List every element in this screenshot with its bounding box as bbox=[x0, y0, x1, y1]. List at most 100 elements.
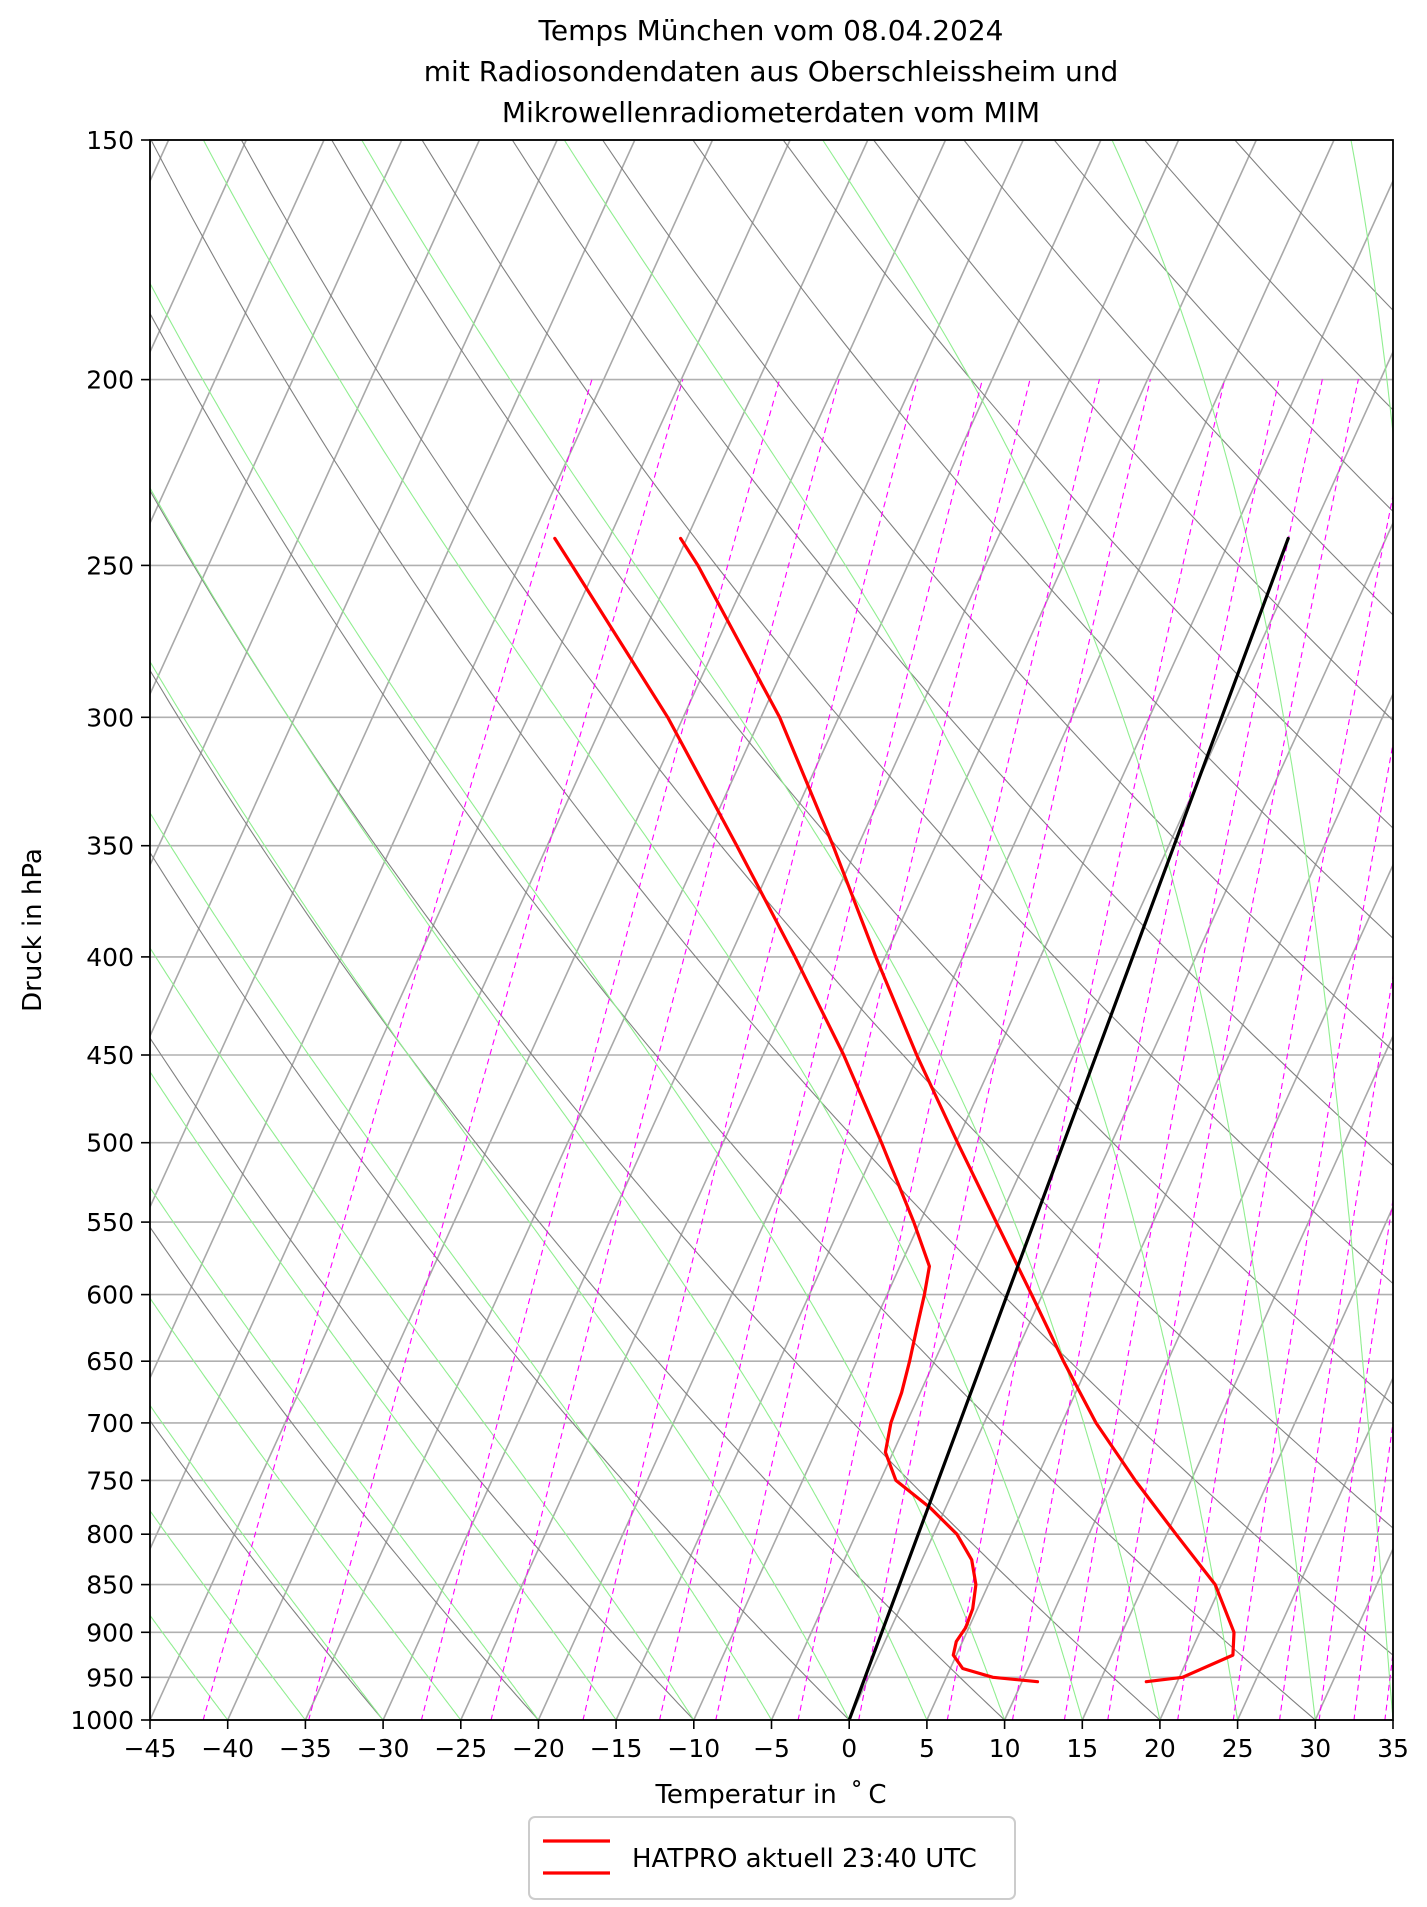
x-tick-label: 20 bbox=[1144, 1734, 1176, 1763]
y-tick-label: 900 bbox=[86, 1618, 134, 1647]
y-tick-label: 650 bbox=[86, 1347, 134, 1376]
x-tick-label: −20 bbox=[512, 1734, 565, 1763]
mixing-ratio-line bbox=[202, 379, 593, 1720]
moist-adiabat-line bbox=[150, 660, 850, 1720]
dry-adiabat-line bbox=[150, 140, 1393, 1656]
dry-adiabat-line bbox=[873, 140, 1393, 722]
y-tick-label: 850 bbox=[86, 1571, 134, 1600]
dry-adiabat-line bbox=[150, 1226, 539, 1720]
isotherm-line bbox=[150, 140, 714, 1380]
moist-adiabat-line bbox=[563, 140, 1239, 1720]
moist-adiabat-line bbox=[361, 140, 1161, 1720]
chart-title: Temps München vom 08.04.2024 mit Radioso… bbox=[424, 14, 1118, 129]
y-axis-label: Druck in hPa bbox=[18, 848, 48, 1012]
dry-adiabat-line bbox=[240, 140, 1393, 1529]
mixing-ratio-line bbox=[946, 379, 1226, 1720]
x-tick-label: 35 bbox=[1377, 1734, 1409, 1763]
mixing-ratio-line bbox=[490, 379, 840, 1720]
x-tick-label: −30 bbox=[357, 1734, 410, 1763]
isotherm-line bbox=[770, 350, 1393, 1720]
isotherm-line bbox=[150, 140, 325, 525]
mixing-ratio-line bbox=[308, 379, 684, 1720]
mixing-ratio-line bbox=[582, 379, 919, 1720]
y-tick-label: 1000 bbox=[70, 1706, 134, 1735]
mixing-ratio-line bbox=[1063, 379, 1323, 1720]
isotherm-line bbox=[615, 140, 1335, 1720]
isotherm-line bbox=[150, 140, 558, 1038]
x-axis: −45 −40 −35 −30 −25 −20 −15 −10 −5 0 5 10 15 20 25 30 35 bbox=[124, 1720, 1409, 1763]
title-line: Mikrowellenradiometerdaten vom MIM bbox=[502, 96, 1040, 129]
x-tick-label: −5 bbox=[753, 1734, 790, 1763]
isotherms bbox=[150, 140, 1393, 1720]
moist-adiabat-line bbox=[150, 811, 773, 1720]
mixing-ratio-line bbox=[1353, 1419, 1393, 1720]
legend-box bbox=[528, 1816, 1016, 1900]
isotherm-line bbox=[926, 692, 1393, 1720]
dry-adiabat-line bbox=[150, 1037, 695, 1720]
isotherm-line bbox=[150, 140, 791, 1551]
moist-adiabat-line bbox=[150, 1404, 384, 1720]
dry-adiabats bbox=[150, 140, 1393, 1720]
mixing-ratio-line bbox=[715, 379, 1031, 1720]
temperature-profile-line bbox=[679, 536, 1236, 1684]
mixing-ratio-line bbox=[1177, 492, 1393, 1720]
y-tick-label: 800 bbox=[86, 1520, 134, 1549]
mixing-ratio-line bbox=[659, 379, 983, 1720]
title-line: Temps München vom 08.04.2024 bbox=[538, 14, 1004, 47]
dry-adiabat-line bbox=[150, 851, 850, 1720]
x-tick-label: −10 bbox=[667, 1734, 720, 1763]
dry-adiabat-line bbox=[692, 140, 1393, 939]
mixing-ratio-line bbox=[1232, 741, 1393, 1720]
isotherm-line bbox=[150, 140, 481, 867]
dry-adiabat-line bbox=[150, 669, 1006, 1720]
moist-adiabat-line bbox=[150, 1509, 306, 1720]
x-tick-label: −45 bbox=[124, 1734, 177, 1763]
moist-adiabats bbox=[150, 140, 1393, 1720]
isotherm-line bbox=[150, 140, 636, 1209]
y-tick-label: 250 bbox=[86, 551, 134, 580]
background-lines bbox=[150, 140, 1393, 1720]
legend-label: HATPRO aktuell 23:40 UTC bbox=[632, 1844, 977, 1874]
x-tick-label: −35 bbox=[279, 1734, 332, 1763]
dry-adiabat-line bbox=[150, 312, 1316, 1720]
y-tick-label: 700 bbox=[86, 1409, 134, 1438]
x-tick-label: 25 bbox=[1222, 1734, 1254, 1763]
x-tick-label: −40 bbox=[201, 1734, 254, 1763]
isotherm-line bbox=[1003, 863, 1393, 1720]
moist-adiabat-line bbox=[150, 947, 695, 1720]
dry-adiabat-line bbox=[602, 140, 1393, 1052]
x-tick-label: 15 bbox=[1066, 1734, 1098, 1763]
y-tick-label: 300 bbox=[86, 703, 134, 732]
moist-adiabat-line bbox=[822, 140, 1316, 1720]
isotherm-line bbox=[1236, 1376, 1393, 1720]
mixing-ratio-line bbox=[797, 379, 1100, 1720]
x-axis-label: Temperatur in ˚ C bbox=[654, 1780, 886, 1810]
dry-adiabat-line bbox=[511, 140, 1393, 1167]
mixing-ratio-line bbox=[1318, 1196, 1393, 1720]
mixing-ratio-line bbox=[1279, 972, 1393, 1720]
isotherm-line bbox=[1159, 1205, 1393, 1720]
moist-adiabat-line bbox=[150, 1070, 617, 1720]
x-tick-label: 0 bbox=[841, 1734, 857, 1763]
data-series bbox=[553, 536, 1290, 1720]
dry-adiabat-line bbox=[421, 140, 1393, 1285]
isotherm-line bbox=[150, 140, 403, 696]
moist-adiabat-line bbox=[150, 1297, 462, 1720]
isotherm-line bbox=[226, 140, 947, 1720]
y-tick-label: 450 bbox=[86, 1041, 134, 1070]
mixing-ratio-line bbox=[1107, 379, 1359, 1720]
dry-adiabat-line bbox=[150, 1419, 384, 1720]
moist-adiabat-line bbox=[202, 140, 1083, 1720]
isotherm-line bbox=[382, 140, 1102, 1720]
title-line: mit Radiosondendaten aus Oberschleisshei… bbox=[424, 55, 1118, 88]
isotherm-line bbox=[537, 140, 1258, 1720]
x-tick-label: 10 bbox=[989, 1734, 1021, 1763]
y-tick-label: 550 bbox=[86, 1208, 134, 1237]
isotherm-line bbox=[460, 140, 1180, 1720]
isotherm-line bbox=[1081, 1034, 1393, 1720]
parcel-line bbox=[847, 536, 1290, 1720]
y-tick-label: 750 bbox=[86, 1466, 134, 1495]
isotherm-line bbox=[693, 179, 1393, 1720]
